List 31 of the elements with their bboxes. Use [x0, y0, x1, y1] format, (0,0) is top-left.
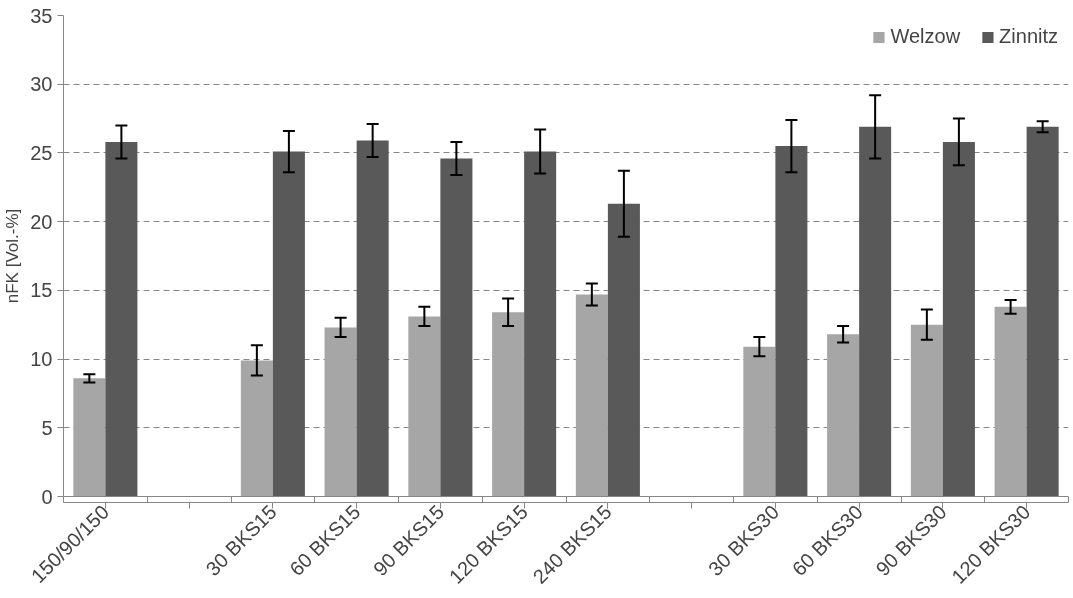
bar — [73, 378, 106, 497]
bar — [575, 294, 608, 497]
legend-label: Zinnitz — [999, 25, 1058, 48]
bar — [743, 346, 776, 497]
y-axis-title: nFK [Vol.-%] — [3, 208, 23, 304]
bar — [607, 203, 640, 497]
bar — [105, 141, 138, 497]
bar — [524, 151, 557, 497]
bar — [910, 324, 943, 497]
y-tick-label: 20 — [30, 210, 53, 233]
y-tick-label: 5 — [41, 416, 53, 439]
bar — [240, 360, 273, 497]
legend-label: Welzow — [890, 25, 961, 48]
bar — [408, 316, 441, 497]
y-tick-label: 15 — [30, 279, 53, 302]
bar — [827, 334, 860, 497]
bar — [440, 158, 473, 497]
bar — [775, 146, 808, 497]
y-tick-label: 25 — [30, 141, 53, 164]
bar — [272, 151, 305, 497]
y-tick-label: 35 — [30, 4, 53, 27]
bar — [1026, 126, 1059, 497]
y-tick-label: 0 — [41, 485, 53, 508]
bar — [994, 306, 1027, 497]
y-tick-label: 10 — [30, 348, 53, 371]
bar — [356, 140, 389, 497]
bar — [324, 327, 357, 497]
y-tick-label: 30 — [30, 73, 53, 96]
bar — [942, 141, 975, 497]
bar — [859, 126, 892, 497]
bar — [492, 312, 525, 497]
